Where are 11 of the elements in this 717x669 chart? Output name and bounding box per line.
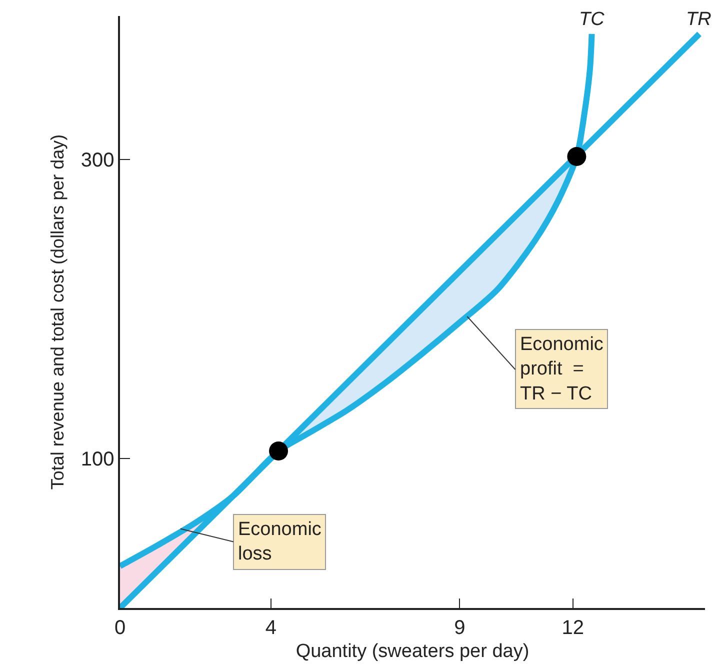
y-tick-label: 300: [80, 150, 114, 172]
series-label: TR: [686, 9, 712, 30]
series-label: TC: [579, 9, 605, 30]
x-tick-label: 0: [114, 616, 126, 639]
x-tick-label: 4: [265, 616, 277, 639]
x-tick-label: 9: [454, 616, 466, 639]
x-axis-title: Quantity (sweaters per day): [296, 641, 530, 662]
y-tick-label: 100: [80, 448, 114, 471]
annotation: Economic loss: [238, 519, 322, 565]
x-tick-label: 12: [562, 616, 584, 639]
y-axis-title: Total revenue and total cost (dollars per day): [48, 134, 68, 490]
